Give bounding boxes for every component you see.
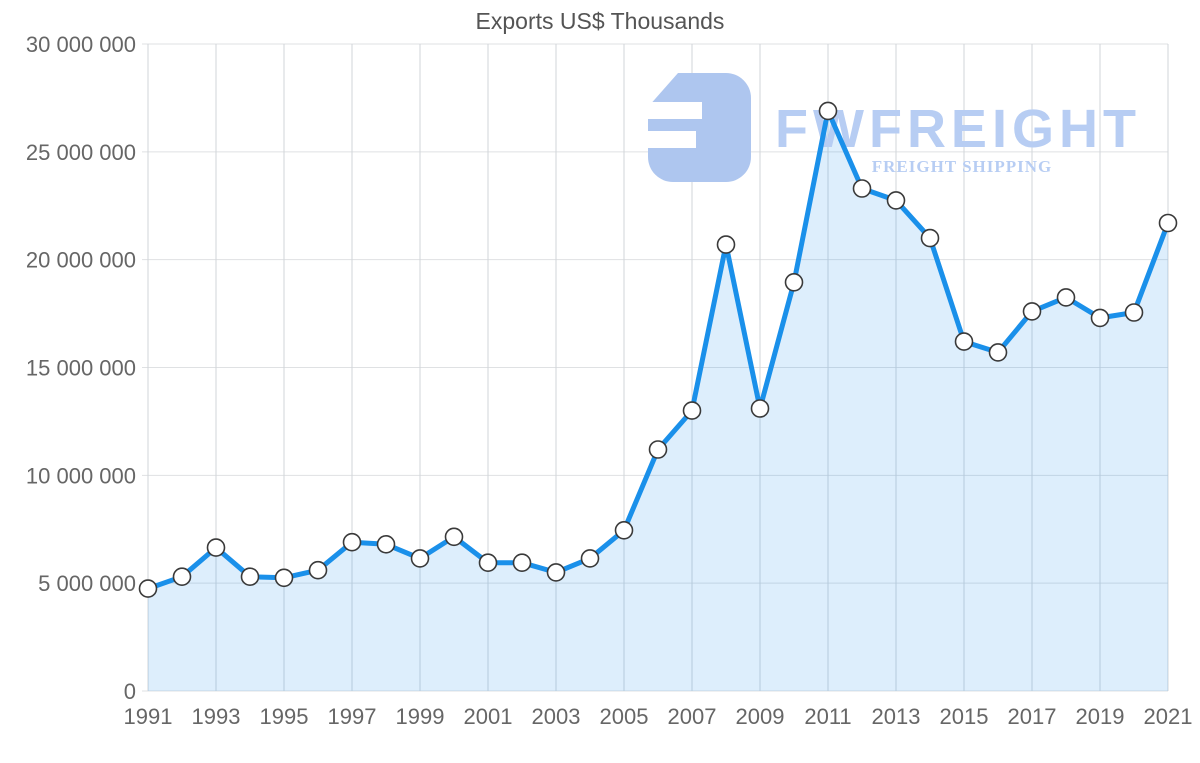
data-point-1998[interactable] (376, 534, 396, 554)
grid-layer (142, 43, 1169, 692)
y-tick-label: 20 000 000 (26, 248, 136, 273)
data-point-2012[interactable] (852, 179, 872, 198)
data-point-2003[interactable] (546, 563, 566, 582)
axis-labels-layer: 0 5 000 000 10 000 000 15 000 000 20 000 000… (26, 32, 1193, 729)
chart-title: Exports US$ Thousands (475, 8, 725, 34)
x-tick-label: 2017 (1008, 704, 1057, 729)
data-point-2008[interactable] (716, 235, 736, 254)
y-tick-label: 30 000 000 (26, 32, 136, 57)
data-point-2014[interactable] (920, 228, 940, 248)
y-tick-label: 10 000 000 (26, 463, 136, 488)
data-point-1994[interactable] (240, 567, 260, 587)
markers-layer (138, 101, 1178, 598)
data-point-1995[interactable] (274, 568, 294, 588)
y-tick-label: 15 000 000 (26, 356, 136, 381)
data-point-2020[interactable] (1124, 303, 1144, 322)
data-point-2002[interactable] (512, 553, 532, 573)
x-tick-label: 2005 (600, 704, 649, 729)
data-point-1993[interactable] (206, 538, 226, 557)
data-point-2016[interactable] (988, 343, 1008, 362)
x-tick-label: 1991 (124, 704, 173, 729)
data-point-2021[interactable] (1158, 213, 1178, 233)
data-point-2010[interactable] (784, 272, 804, 292)
area-fill (148, 110, 1168, 691)
watermark: FWFREIGHT FREIGHT SHIPPING (648, 73, 1136, 182)
data-point-2001[interactable] (478, 553, 498, 573)
data-point-2004[interactable] (580, 549, 600, 568)
freight-logo-icon (648, 73, 751, 182)
x-tick-label: 2019 (1076, 704, 1125, 729)
area-layer (148, 110, 1168, 691)
data-point-2005[interactable] (614, 520, 634, 540)
x-tick-label: 2011 (804, 704, 851, 729)
data-point-2007[interactable] (682, 401, 702, 420)
x-tick-label: 1993 (192, 704, 241, 729)
x-tick-label: 2021 (1144, 704, 1193, 729)
data-point-1996[interactable] (308, 560, 328, 580)
data-point-2006[interactable] (648, 440, 668, 459)
data-point-1992[interactable] (172, 567, 192, 587)
x-tick-label: 1999 (396, 704, 445, 729)
data-point-2015[interactable] (954, 332, 974, 351)
y-tick-label: 5 000 000 (38, 571, 136, 596)
x-tick-label: 1995 (260, 704, 309, 729)
data-point-2019[interactable] (1090, 308, 1110, 328)
x-tick-label: 2007 (668, 704, 717, 729)
x-tick-label: 2003 (532, 704, 581, 729)
x-tick-label: 1997 (328, 704, 377, 729)
data-point-2018[interactable] (1056, 288, 1076, 307)
data-point-2009[interactable] (750, 399, 770, 418)
y-tick-label: 25 000 000 (26, 140, 136, 165)
data-point-2000[interactable] (444, 527, 464, 547)
x-tick-label: 2013 (872, 704, 921, 729)
data-point-1991[interactable] (138, 579, 158, 598)
x-tick-label: 2015 (940, 704, 989, 729)
data-point-2013[interactable] (886, 191, 906, 210)
watermark-tagline-text: FREIGHT SHIPPING (872, 157, 1053, 176)
data-point-1997[interactable] (342, 532, 362, 552)
data-point-1999[interactable] (410, 549, 430, 568)
x-tick-label: 2009 (736, 704, 785, 729)
data-point-2017[interactable] (1022, 302, 1042, 321)
data-point-2011[interactable] (818, 101, 838, 121)
y-tick-label: 0 (124, 679, 136, 704)
x-tick-label: 2001 (464, 704, 513, 729)
